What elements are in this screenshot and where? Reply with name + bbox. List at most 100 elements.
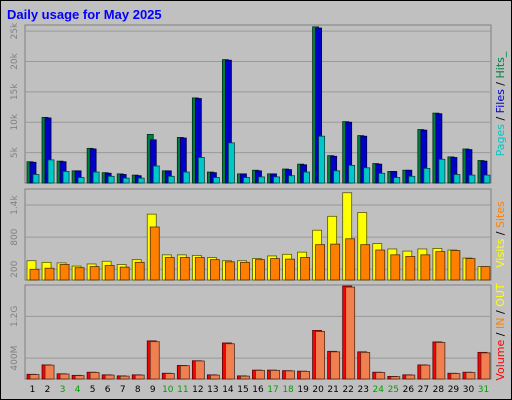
bar-hits-pages-day-2 [47,159,55,184]
bar-volume-in-day-31 [480,352,491,380]
side-label-part: / [494,228,507,239]
bar-visits-sites-day-31 [480,266,491,281]
bar-hits-pages-day-14 [228,142,235,184]
bar-volume-in-day-17 [270,369,280,380]
bar-volume-in-day-10 [164,373,175,380]
bar-hits-pages-day-7 [122,177,130,184]
side-label-part: Files [494,89,507,113]
bar-hits-pages-day-3 [62,171,70,184]
bar-visits-sites-day-5 [89,266,100,281]
panel-visits: 1.4k 800 200 Visits / Sites [10,188,507,281]
day-label-1: 1 [30,385,36,395]
day-label-30: 30 [463,385,475,395]
bar-volume-in-day-7 [119,375,130,380]
bar-volume-in-day-2 [44,364,55,380]
bar-hits-pages-day-30 [468,174,476,184]
bar-hits-pages-day-1 [32,174,40,184]
bar-visits-sites-day-28 [435,251,446,281]
day-label-24: 24 [373,385,385,395]
side-label-part: OUT [494,283,507,307]
bar-volume-in-day-24 [375,372,386,380]
bar-volume-in-day-8 [134,374,145,380]
day-label-26: 26 [403,385,415,395]
bar-hits-pages-day-19 [303,171,310,184]
day-label-13: 13 [207,385,218,395]
bar-visits-sites-day-10 [164,257,175,281]
day-label-29: 29 [448,385,460,395]
bar-volume-in-day-29 [450,373,461,380]
bar-volume-in-day-13 [209,374,220,380]
bar-visits-sites-day-3 [59,264,70,281]
bar-hits-pages-day-16 [258,176,265,184]
day-label-6: 6 [105,385,111,395]
bar-visits-sites-day-7 [119,266,130,281]
day-label-11: 11 [177,385,188,395]
y-tick-label: 15k [10,83,20,100]
side-label-part: Visits [494,238,507,267]
bar-volume-in-day-20 [315,331,326,380]
bar-visits-sites-day-22 [345,238,356,281]
side-label-hits: Pages / Files / Hits_ [494,51,507,156]
day-label-25: 25 [388,385,399,395]
bar-volume-in-day-30 [465,372,476,380]
bar-volume-in-day-11 [179,365,190,380]
bar-visits-sites-day-15 [240,261,250,281]
bar-volume-in-day-18 [285,370,295,380]
side-label-part: / [494,307,507,318]
side-label-part: Sites [494,201,507,228]
bar-volume-in-day-27 [420,364,431,380]
side-label-volume: Volume / IN / OUT [494,283,507,381]
bar-hits-pages-day-8 [137,177,145,184]
bar-hits-pages-day-15 [243,177,250,184]
y-tick-label: 1.2G [10,306,20,327]
day-label-21: 21 [327,385,338,395]
bar-hits-pages-day-17 [273,176,280,184]
day-label-27: 27 [418,385,429,395]
y-tick-label: 5k [10,146,20,158]
day-label-4: 4 [75,385,81,395]
bar-hits-pages-day-18 [288,175,295,184]
bar-volume-in-day-16 [255,369,265,380]
bar-visits-sites-day-20 [315,244,326,281]
bar-hits-pages-day-4 [77,177,85,184]
bar-visits-sites-day-24 [375,249,386,281]
bar-visits-sites-day-25 [390,254,401,281]
day-label-3: 3 [60,385,66,395]
bar-volume-in-day-14 [225,343,235,380]
day-label-16: 16 [252,385,264,395]
y-tick-label: 20k [10,52,20,69]
day-label-10: 10 [162,385,174,395]
bar-hits-pages-day-5 [92,171,100,184]
bar-visits-sites-day-13 [209,259,220,281]
chart-title: Daily usage for May 2025 [7,7,162,22]
bar-visits-sites-day-27 [420,254,431,281]
bar-visits-sites-day-1 [29,268,40,281]
bar-visits-sites-day-16 [255,259,265,281]
day-label-18: 18 [282,385,294,395]
side-label-visits: Visits / Sites [494,201,507,268]
panel-volume: 1.2G 400M Volume / IN / OUT [10,283,507,381]
bar-visits-sites-day-8 [134,261,145,281]
y-tick-label: 25k [10,22,20,39]
bar-hits-pages-day-13 [212,177,220,184]
bar-volume-in-day-9 [149,341,160,380]
day-label-23: 23 [357,385,368,395]
bar-volume-in-day-6 [104,374,115,380]
bar-hits-pages-day-24 [378,172,386,184]
day-label-2: 2 [45,385,51,395]
bar-hits-pages-day-26 [408,175,416,184]
day-label-9: 9 [150,385,156,395]
y-tick-label: 400M [10,346,20,371]
bar-visits-sites-day-17 [270,258,280,281]
bar-volume-in-day-23 [360,351,371,380]
bar-hits-pages-day-9 [152,165,160,184]
day-label-31: 31 [478,385,489,395]
side-label-part: / [494,78,507,89]
side-label-part: Pages [494,124,507,157]
bar-visits-sites-day-30 [465,258,476,281]
day-label-28: 28 [433,385,445,395]
day-label-5: 5 [90,385,96,395]
day-labels: 1 2 3 4 5 6 7 8 9 10 11 12 13 14 15 16 17 18 19 20 21 22 23 24 2… [30,385,490,395]
